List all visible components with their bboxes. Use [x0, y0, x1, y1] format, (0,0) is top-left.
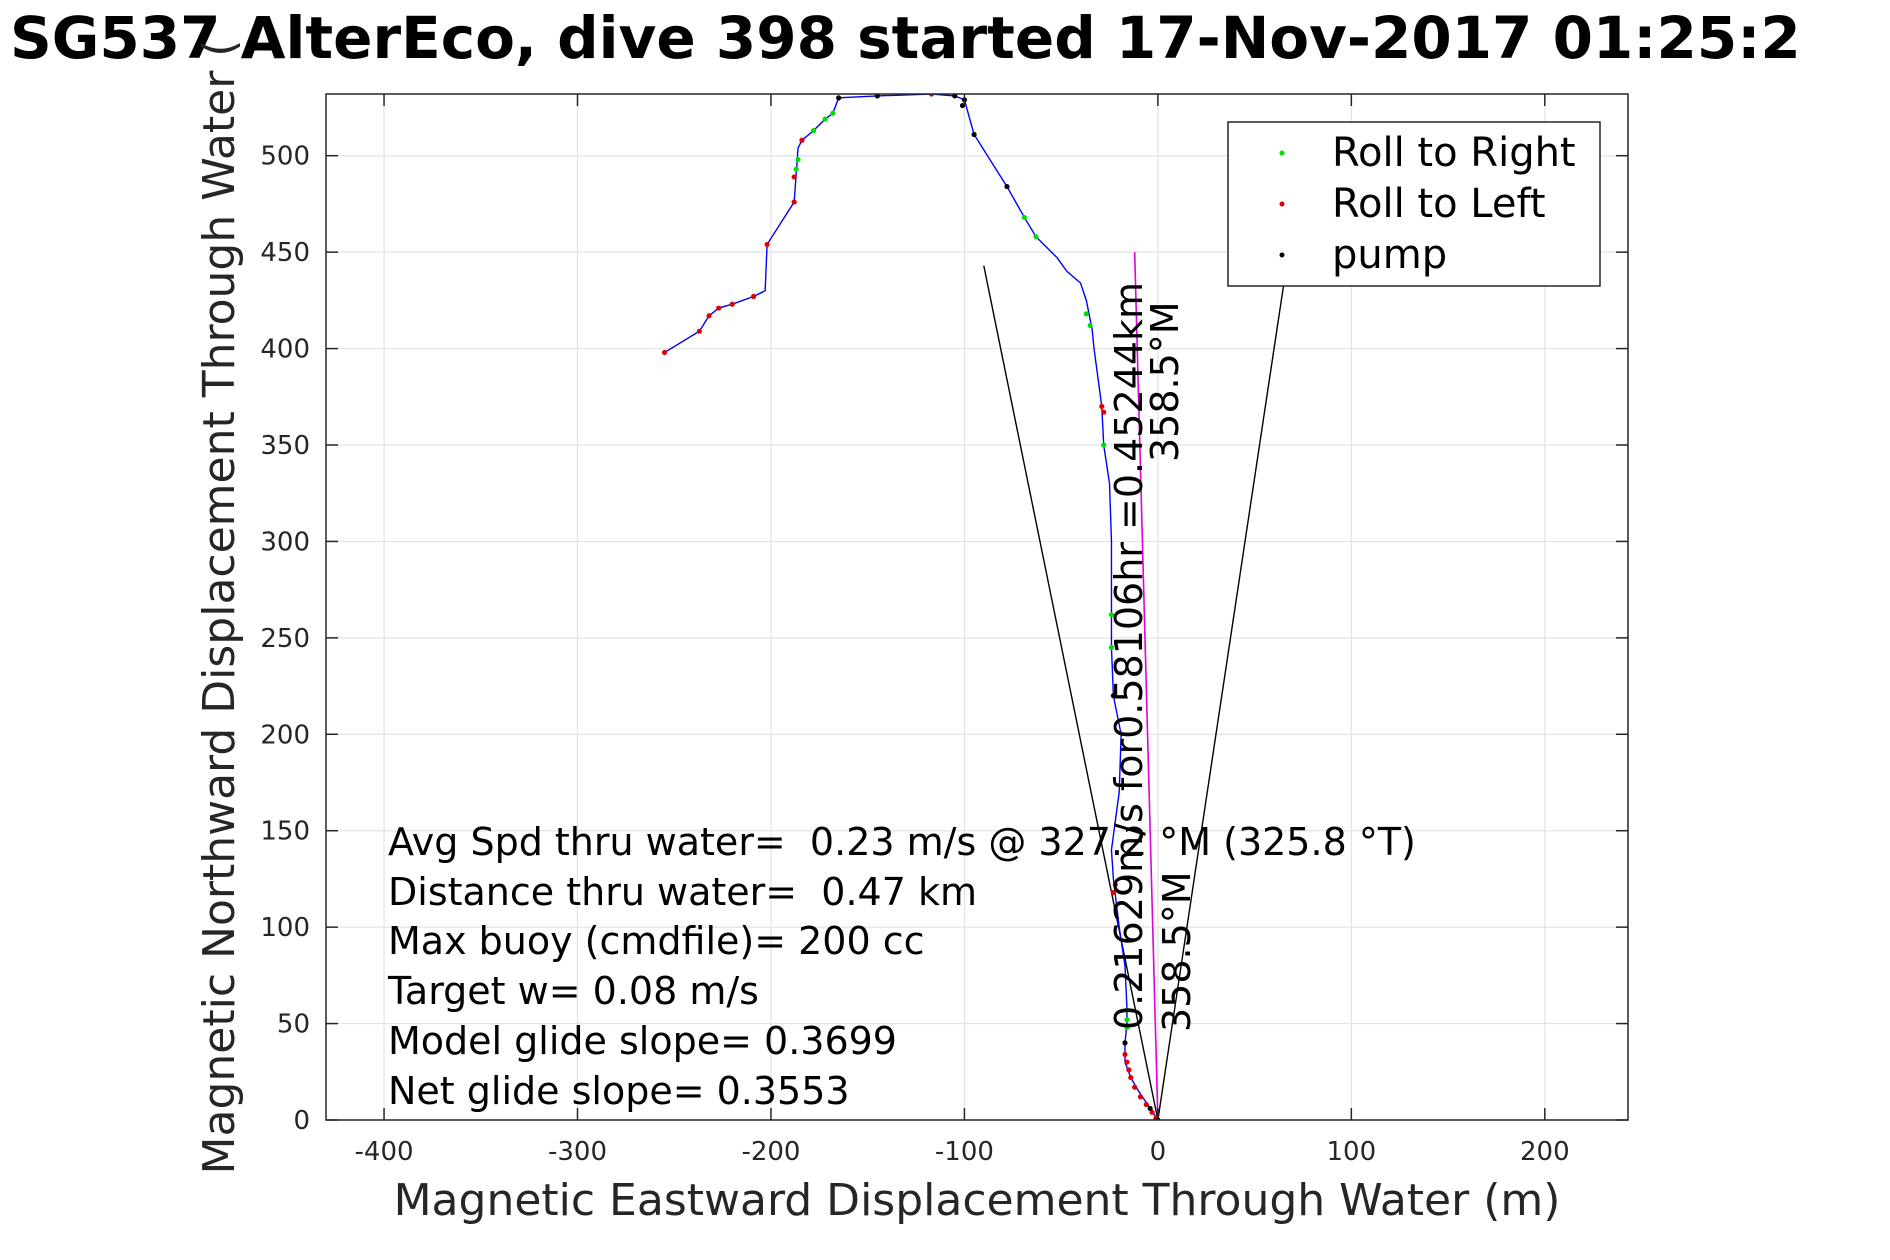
legend-marker-roll-right	[1279, 150, 1285, 156]
roll-left-point	[791, 174, 797, 180]
roll-right-point	[1124, 1007, 1130, 1013]
roll-left-point	[1126, 1067, 1132, 1073]
legend: Roll to Right Roll to Left pump	[1227, 121, 1601, 287]
current-track-line	[1133, 252, 1159, 1120]
heading-cone-lines	[983, 265, 1285, 1120]
roll-left-point	[1099, 403, 1105, 410]
roll-left-point	[764, 241, 770, 248]
plot-frame	[325, 93, 1629, 1121]
summary-line: Model glide slope= 0.3699	[388, 1019, 897, 1063]
roll-left-point	[799, 137, 805, 143]
pump-point	[1004, 183, 1010, 190]
summary-text: Avg Spd thru water= 0.23 m/s @ 327.2 °M …	[387, 820, 1416, 1113]
roll-right-point	[793, 166, 799, 172]
roll-left-point	[1101, 409, 1107, 415]
summary-line: Distance thru water= 0.47 km	[388, 870, 977, 914]
roll-right-point	[1124, 1017, 1130, 1023]
roll-right-point	[1087, 322, 1093, 329]
summary-line: Net glide slope= 0.3553	[388, 1069, 850, 1113]
pump-point	[1122, 1040, 1128, 1046]
heading-lower-annotation: 358.5°M	[1155, 871, 1199, 1032]
y-tick-label: 350	[260, 431, 310, 461]
roll-left-point	[750, 293, 757, 300]
x-axis-label: Magnetic Eastward Displacement Through W…	[394, 1175, 1561, 1226]
roll-left-point	[1143, 1101, 1149, 1108]
roll-left-point	[1137, 1094, 1144, 1100]
legend-marker-pump	[1279, 252, 1285, 258]
roll-left-point	[1112, 882, 1118, 888]
x-tick-label: -200	[741, 1137, 800, 1167]
heading-upper-annotation: 358.5°M	[1143, 301, 1187, 462]
roll-left-point	[716, 305, 722, 311]
summary-line: Target w= 0.08 m/s	[387, 969, 759, 1013]
y-tick-label: 200	[260, 720, 310, 750]
y-tick-label: 400	[260, 335, 310, 365]
chart-title: SG537 AlterEco, dive 398 started 17-Nov-…	[10, 4, 1801, 72]
pump-point	[1147, 1105, 1153, 1112]
x-tick-label: -400	[355, 1137, 414, 1167]
y-tick-label: 50	[277, 1010, 310, 1040]
y-tick-label: 500	[260, 142, 310, 172]
legend-label-pump: pump	[1332, 232, 1447, 278]
roll-left-point	[1110, 889, 1116, 896]
y-axis-label: Magnetic Northward Displacement Through …	[194, 40, 245, 1175]
pump-point	[971, 131, 977, 138]
y-tick-label: 0	[293, 1106, 310, 1136]
summary-line: Max buoy (cmdfile)= 200 cc	[388, 919, 925, 963]
roll-right-point	[1108, 612, 1115, 618]
legend-box	[1227, 121, 1601, 287]
current-track	[1133, 252, 1159, 1120]
x-tick-label: -100	[935, 1137, 994, 1167]
x-tick-label: 0	[1150, 1137, 1167, 1167]
y-tick-label: 150	[260, 817, 310, 847]
roll-right-point	[795, 156, 801, 163]
y-tick-label: 100	[260, 913, 310, 943]
roll-left-point	[1149, 1109, 1155, 1115]
track-markers	[661, 94, 1161, 1120]
y-tick-label: 450	[260, 238, 310, 268]
roll-right-point	[830, 110, 836, 116]
x-tick-label: 100	[1327, 1137, 1377, 1167]
roll-right-point	[822, 116, 828, 122]
distance-annotation: 0.21629m/s for0.58106hr =0.45244km	[1107, 282, 1151, 1030]
legend-marker-roll-left	[1279, 201, 1285, 207]
glider-track-line	[664, 94, 1159, 1120]
x-tick-label: -300	[548, 1137, 607, 1167]
roll-left-point	[729, 301, 735, 307]
roll-right-point	[1033, 234, 1039, 240]
axis-ticks: -400 -300 -200 -100 0 100 200 0 50 100 150 200 250 30…	[260, 94, 1628, 1167]
roll-right-point	[1021, 214, 1027, 221]
legend-label-roll-right: Roll to Right	[1332, 130, 1576, 176]
roll-left-point	[661, 349, 668, 356]
roll-right-point	[1124, 1024, 1130, 1031]
roll-right-point	[810, 128, 817, 134]
summary-line: Avg Spd thru water= 0.23 m/s @ 327.2 °M …	[388, 820, 1416, 864]
roll-left-point	[1124, 1059, 1130, 1065]
roll-left-point	[696, 328, 702, 334]
pump-point	[1110, 693, 1116, 699]
roll-left-point	[1122, 1051, 1128, 1058]
roll-right-point	[1101, 442, 1107, 448]
pump-point	[836, 95, 842, 101]
roll-left-point	[1128, 1074, 1134, 1081]
x-tick-label: 200	[1520, 1137, 1570, 1167]
roll-left-point	[791, 199, 797, 205]
y-tick-label: 250	[260, 624, 310, 654]
pump-point	[874, 94, 880, 99]
roll-left-point	[706, 313, 712, 319]
roll-right-point	[1083, 311, 1089, 317]
roll-left-point	[1132, 1084, 1138, 1090]
legend-label-roll-left: Roll to Left	[1332, 181, 1546, 227]
heading-cone-line	[1157, 284, 1285, 1120]
y-tick-label: 300	[260, 527, 310, 557]
pump-point	[952, 94, 958, 99]
heading-cone-line	[983, 265, 1159, 1120]
roll-right-point	[1108, 644, 1115, 651]
glider-track	[664, 94, 1159, 1120]
